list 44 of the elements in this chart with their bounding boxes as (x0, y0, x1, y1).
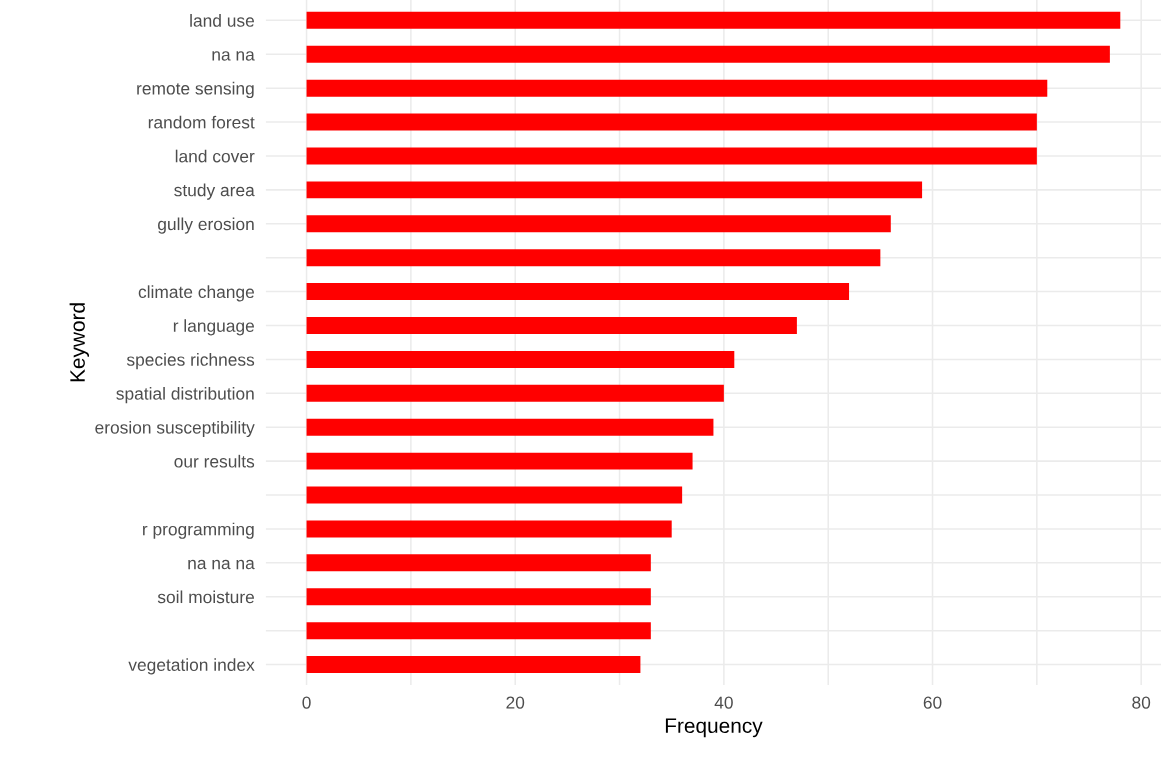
bar (306, 384, 724, 402)
bar (306, 181, 923, 199)
x-tick-label: 60 (923, 696, 942, 709)
bar (306, 588, 651, 606)
bar (306, 418, 714, 436)
bar (306, 215, 891, 233)
bar (306, 147, 1037, 165)
bar (306, 452, 693, 470)
bar (306, 656, 641, 674)
y-tick-label: random forest (148, 115, 255, 129)
bar (306, 350, 735, 368)
bar (306, 486, 683, 504)
x-tick-label: 0 (302, 696, 311, 709)
bar (306, 113, 1037, 131)
bar (306, 283, 850, 301)
y-tick-label: na na na (188, 559, 255, 570)
bar (306, 79, 1048, 97)
y-tick-label: r language (173, 319, 254, 336)
y-tick-label: land cover (175, 149, 255, 163)
bar (306, 45, 1110, 63)
bar (306, 622, 651, 640)
y-tick-label: land use (190, 14, 254, 27)
y-tick-label: vegetation index (128, 658, 255, 675)
bar (306, 520, 672, 538)
y-tick-label: soil moisture (157, 590, 254, 604)
x-axis-title: Frequency (665, 718, 763, 738)
y-tick-label: study area (174, 183, 255, 200)
y-tick-label: our results (174, 454, 255, 468)
y-tick-label: gully erosion (158, 217, 254, 234)
x-tick-label: 80 (1132, 696, 1151, 709)
y-tick-label: spatial distribution (116, 387, 254, 404)
y-tick-label: remote sensing (137, 81, 254, 99)
bar (306, 554, 651, 572)
y-tick-label: climate change (138, 285, 254, 302)
y-tick-label: na na (212, 51, 255, 61)
y-tick-label: erosion susceptibility (95, 420, 255, 438)
y-axis-title: Keyword (69, 303, 90, 382)
y-tick-label: species richness (126, 353, 255, 370)
x-tick-label: 40 (714, 696, 733, 709)
x-tick-label: 20 (506, 696, 525, 709)
bar (306, 249, 881, 267)
bar (306, 11, 1121, 29)
bar (306, 317, 797, 334)
y-tick-label: r programming (143, 522, 254, 539)
